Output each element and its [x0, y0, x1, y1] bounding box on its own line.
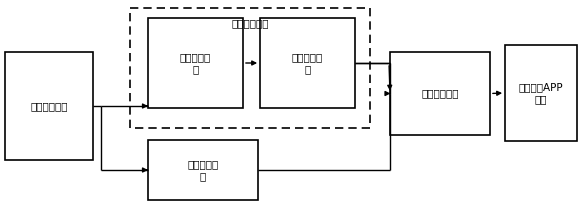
- Bar: [5, 52, 93, 160]
- Text: 唾液收集模块: 唾液收集模块: [30, 101, 68, 111]
- Bar: [148, 140, 258, 200]
- Text: 微型显微装
置: 微型显微装 置: [180, 52, 211, 74]
- Text: 外部设备APP
模块: 外部设备APP 模块: [519, 82, 563, 104]
- Text: 数据传输模块: 数据传输模块: [421, 88, 459, 98]
- Text: 信号处理模
块: 信号处理模 块: [292, 52, 323, 74]
- Bar: [148, 18, 243, 108]
- Bar: [260, 18, 355, 108]
- Text: 温度采集模
块: 温度采集模 块: [187, 159, 219, 181]
- Text: 图像采集模块: 图像采集模块: [231, 18, 269, 28]
- Bar: [130, 8, 370, 128]
- Bar: [390, 52, 490, 135]
- Bar: [505, 45, 577, 141]
